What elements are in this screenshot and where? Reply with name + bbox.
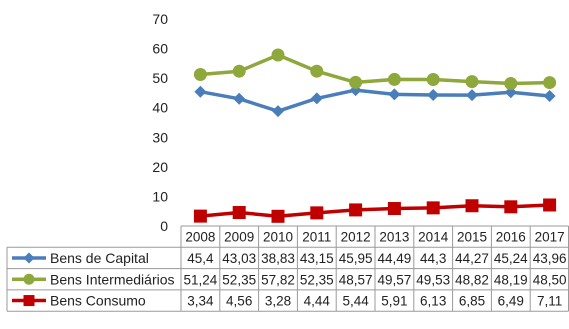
data-label: 48,19 bbox=[494, 272, 528, 287]
data-point bbox=[466, 89, 478, 102]
data-label: 3,28 bbox=[265, 294, 291, 309]
data-point bbox=[427, 88, 440, 101]
data-point bbox=[543, 76, 557, 90]
x-tick-label: 2017 bbox=[535, 230, 565, 245]
series-line-3 bbox=[200, 203, 550, 219]
data-point bbox=[272, 105, 284, 118]
data-label: 4,56 bbox=[226, 294, 252, 309]
data-label: 49,57 bbox=[378, 272, 412, 287]
series-markers bbox=[193, 48, 557, 223]
data-point bbox=[543, 90, 556, 103]
data-label: 48,82 bbox=[455, 272, 489, 287]
data-point bbox=[426, 73, 440, 87]
data-label: 5,91 bbox=[381, 294, 407, 309]
y-tick-label: 50 bbox=[152, 70, 168, 86]
x-tick-label: 2014 bbox=[418, 230, 449, 245]
x-tick-label: 2008 bbox=[185, 230, 215, 245]
data-point bbox=[387, 72, 401, 86]
data-label: 6,49 bbox=[498, 294, 524, 309]
data-label: 3,34 bbox=[187, 294, 214, 309]
data-label: 38,83 bbox=[261, 251, 295, 266]
data-label: 48,50 bbox=[533, 272, 567, 287]
data-point bbox=[426, 201, 440, 215]
data-label: 48,57 bbox=[339, 272, 373, 287]
series-line-2 bbox=[200, 53, 550, 86]
data-point bbox=[310, 92, 323, 105]
x-tick-label: 2010 bbox=[263, 230, 293, 245]
y-axis: 0 10 20 30 40 50 60 70 bbox=[152, 11, 168, 234]
x-tick-label: 2009 bbox=[224, 230, 254, 245]
data-point bbox=[232, 206, 246, 220]
data-label: 52,35 bbox=[300, 272, 334, 287]
data-label: 4,44 bbox=[304, 294, 331, 309]
legend-key-marker bbox=[23, 273, 35, 285]
data-table: 2008 2009 2010 2011 2012 2013 2014 2015 2016 2017… bbox=[6, 225, 569, 312]
data-point bbox=[271, 209, 285, 223]
y-tick-label: 0 bbox=[160, 218, 168, 234]
y-tick-label: 40 bbox=[152, 100, 168, 116]
data-label: 45,4 bbox=[187, 251, 214, 266]
legend-key-marker bbox=[23, 295, 35, 307]
legend-label: Bens Intermediários bbox=[50, 271, 175, 287]
data-label: 5,44 bbox=[342, 294, 369, 309]
y-tick-label: 70 bbox=[152, 11, 168, 27]
data-point bbox=[233, 92, 246, 105]
y-tick-label: 60 bbox=[152, 41, 168, 57]
data-label: 57,82 bbox=[261, 272, 295, 287]
data-label: 44,27 bbox=[455, 251, 489, 266]
data-point bbox=[310, 206, 324, 220]
y-tick-label: 10 bbox=[152, 188, 168, 204]
data-label: 6,13 bbox=[420, 294, 446, 309]
data-point bbox=[349, 203, 363, 217]
data-label: 49,53 bbox=[416, 272, 450, 287]
data-point bbox=[543, 198, 557, 212]
data-label: 45,24 bbox=[494, 251, 528, 266]
data-label: 44,49 bbox=[378, 251, 412, 266]
data-point bbox=[194, 85, 207, 98]
data-point bbox=[465, 75, 479, 89]
data-label: 52,35 bbox=[222, 272, 256, 287]
y-tick-label: 30 bbox=[152, 129, 168, 145]
data-point bbox=[465, 199, 479, 213]
data-label: 7,11 bbox=[537, 294, 562, 309]
y-tick-label: 20 bbox=[152, 159, 168, 175]
legend-label: Bens Consumo bbox=[50, 293, 146, 309]
data-label: 44,3 bbox=[420, 251, 446, 266]
data-point bbox=[310, 64, 324, 78]
data-label: 45,95 bbox=[339, 251, 373, 266]
x-tick-label: 2016 bbox=[496, 230, 526, 245]
data-label: 43,96 bbox=[533, 251, 567, 266]
legend-key-marker bbox=[23, 252, 35, 264]
legend-label: Bens de Capital bbox=[50, 250, 149, 266]
data-point bbox=[193, 67, 207, 81]
data-point bbox=[504, 200, 518, 214]
data-point bbox=[387, 202, 401, 216]
x-tick-label: 2012 bbox=[341, 230, 371, 245]
data-point bbox=[232, 64, 246, 78]
data-point bbox=[349, 75, 363, 89]
x-tick-label: 2011 bbox=[302, 230, 331, 245]
data-label: 6,85 bbox=[459, 294, 485, 309]
series-lines bbox=[200, 53, 550, 219]
series-line-1 bbox=[200, 88, 550, 113]
data-point bbox=[388, 88, 401, 101]
data-label: 43,03 bbox=[222, 251, 256, 266]
data-point bbox=[504, 76, 518, 90]
data-point bbox=[271, 48, 285, 62]
data-label: 51,24 bbox=[184, 272, 218, 287]
data-label: 43,15 bbox=[300, 251, 334, 266]
x-tick-label: 2013 bbox=[379, 230, 409, 245]
x-tick-label: 2015 bbox=[457, 230, 487, 245]
data-point bbox=[193, 209, 207, 223]
